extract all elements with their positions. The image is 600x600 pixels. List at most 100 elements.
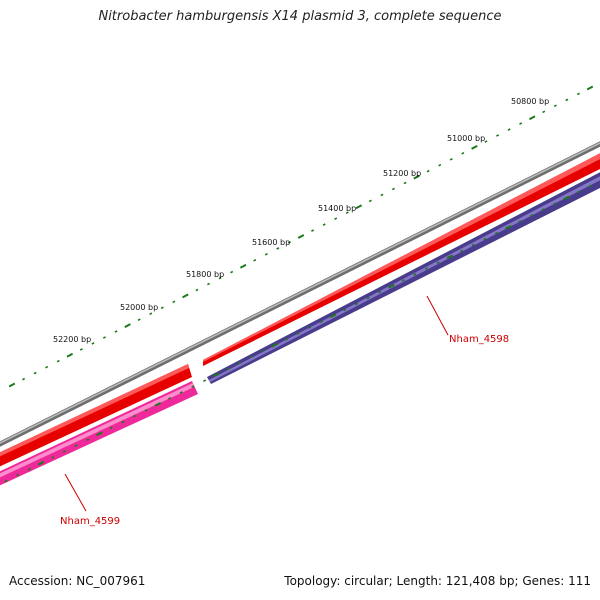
scale-tick — [56, 359, 60, 363]
scale-tick — [322, 223, 326, 226]
scale-tick — [296, 332, 300, 335]
scale-tick — [311, 229, 315, 232]
scale-tick — [276, 247, 280, 250]
scale-tick — [436, 261, 440, 265]
scale-tick — [212, 372, 220, 378]
backbone — [0, 141, 600, 447]
gene-label-group-nham-4599: Nham_4599 — [60, 473, 120, 527]
accession-text: Accession: NC_007961 — [9, 574, 146, 588]
scale-tick — [496, 134, 500, 137]
scale-label: 51000 bp — [447, 134, 485, 143]
scale-tick — [284, 338, 288, 341]
map-title: Nitrobacter hamburgensis X14 plasmid 3, … — [98, 9, 502, 24]
scale-tick — [563, 195, 570, 201]
scale-tick — [261, 349, 265, 353]
scale-tick — [144, 408, 148, 412]
gene-nham-4599-reverse[interactable] — [0, 381, 198, 490]
scale-tick — [168, 397, 172, 400]
gene-nham-4598-reverse[interactable] — [207, 166, 600, 384]
scale-tick — [542, 110, 546, 114]
scale-tick — [160, 306, 164, 310]
scale-tick — [4, 479, 8, 483]
scale-tick — [576, 190, 580, 194]
scale-tick — [366, 296, 370, 300]
scale-label: 51400 bp — [318, 204, 356, 213]
scale-tick — [334, 217, 338, 221]
scale-tick — [149, 312, 153, 316]
scale-tick — [264, 252, 268, 256]
scale-tick — [426, 169, 430, 173]
scale-tick — [86, 438, 90, 442]
scale-tick — [495, 231, 499, 235]
scale-label: 52200 bp — [53, 335, 91, 344]
scale-tick — [249, 355, 253, 359]
scale-labels: 50800 bp 51000 bp 51200 bp 51400 bp 5160… — [53, 97, 549, 344]
scale-tick — [541, 208, 545, 211]
scale-tick — [195, 288, 199, 292]
scale-tick — [391, 187, 395, 191]
scale-tick — [287, 241, 291, 244]
scale-tick — [182, 293, 189, 299]
scale-tick — [507, 128, 511, 131]
scale-label: 51200 bp — [383, 169, 421, 178]
scale-tick — [438, 163, 442, 167]
scale-label: 51600 bp — [252, 238, 290, 247]
scale-tick — [271, 343, 278, 348]
scale-tick — [230, 270, 234, 274]
scale-tick — [74, 444, 78, 447]
scale-tick — [354, 302, 358, 306]
scale-tick — [22, 377, 26, 381]
scale-label: 50800 bp — [511, 97, 549, 106]
scale-label: 51800 bp — [186, 270, 224, 279]
scale-tick — [378, 290, 382, 294]
scale-tick — [449, 157, 453, 161]
gene-label[interactable]: Nham_4599 — [60, 516, 120, 527]
scale-tick — [484, 140, 488, 143]
gene-label[interactable]: Nham_4598 — [449, 334, 509, 345]
scale-tick — [424, 267, 428, 270]
scale-tick — [446, 254, 454, 260]
outer-scale-ticks — [8, 85, 594, 388]
scale-tick — [528, 115, 536, 121]
scale-tick — [27, 467, 31, 471]
scale-tick — [238, 361, 242, 365]
scale-tick — [16, 473, 20, 477]
scale-tick — [102, 336, 106, 339]
scale-tick — [355, 204, 363, 210]
scale-tick — [565, 98, 569, 102]
scale-tick — [137, 318, 141, 322]
scale-tick — [388, 284, 395, 289]
scale-tick — [553, 104, 557, 108]
scale-tick — [114, 330, 118, 333]
inner-scale-ticks — [4, 184, 592, 483]
scale-tick — [401, 279, 405, 282]
scale-tick — [413, 273, 417, 276]
scale-tick — [343, 308, 347, 312]
scale-tick — [253, 258, 257, 262]
scale-tick — [132, 414, 136, 418]
scale-tick — [345, 211, 349, 215]
scale-tick — [203, 379, 207, 383]
scale-tick — [91, 342, 95, 345]
scale-tick — [218, 276, 222, 280]
scale-tick — [308, 326, 312, 329]
gene-nham-4598-forward[interactable] — [203, 147, 600, 366]
scale-tick — [124, 323, 131, 328]
scale-tick — [297, 234, 305, 239]
scale-tick — [319, 320, 323, 324]
gene-nham-4599-forward[interactable] — [0, 364, 192, 471]
scale-tick — [37, 461, 45, 466]
scale-tick — [109, 426, 113, 430]
scale-tick — [576, 92, 580, 96]
scale-tick — [504, 225, 512, 230]
scale-tick — [586, 85, 594, 91]
scale-tick — [380, 193, 384, 197]
scale-tick — [191, 385, 195, 388]
scale-tick — [62, 450, 66, 453]
gene-label-group-nham-4598: Nham_4598 — [426, 295, 509, 345]
scale-tick — [172, 300, 176, 304]
scale-tick — [33, 371, 37, 375]
scale-tick — [518, 220, 522, 223]
